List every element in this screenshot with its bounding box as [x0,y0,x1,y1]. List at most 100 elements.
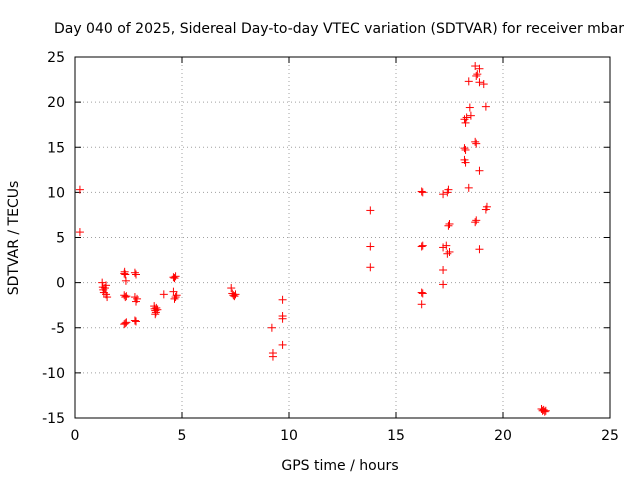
data-point [120,291,129,300]
data-point [172,291,181,300]
data-point [418,188,427,197]
data-point [472,216,481,225]
data-point [439,280,448,289]
data-point [475,245,484,254]
data-point [151,310,160,319]
data-point [417,288,426,297]
data-point [130,293,139,302]
data-point [230,292,239,301]
data-point [169,273,178,282]
data-point [475,78,484,87]
data-point [268,352,277,361]
data-point [443,249,452,258]
y-tick-label: 0 [56,276,65,292]
data-point [417,242,426,251]
data-point [460,144,469,153]
data-point [482,202,491,211]
data-point [130,268,139,277]
data-point [153,305,162,314]
data-point [417,187,426,196]
y-tick-label: -15 [42,411,65,427]
data-point [479,80,488,89]
data-point [473,70,482,79]
data-point [465,103,474,112]
data-point [122,318,131,327]
data-point [131,317,140,326]
data-point [472,139,481,148]
data-point [121,270,130,279]
data-point [472,71,481,80]
data-point [466,111,475,120]
data-point [461,118,470,127]
grid-layer [75,57,610,418]
data-point [445,247,454,256]
data-point [481,102,490,111]
data-point [444,221,453,230]
data-point [461,145,470,154]
data-point [540,407,549,416]
data-point [439,265,448,274]
data-point [418,241,427,250]
data-point [171,272,180,281]
data-point [439,243,448,252]
y-axis-label: SDTVAR / TECUs [6,181,22,296]
data-point [461,158,470,167]
data-point [439,190,448,199]
data-point [475,64,484,73]
data-point [229,291,238,300]
data-point [75,228,84,237]
data-point [464,183,473,192]
data-point [417,300,426,309]
data-point [442,241,451,250]
data-point [170,274,179,283]
point-layer [75,62,550,416]
data-point [471,218,480,227]
data-point [133,294,142,303]
data-point [130,316,139,325]
data-point [102,281,111,290]
data-point [121,319,130,328]
data-point [169,287,178,296]
y-tick-label: 10 [47,185,65,201]
data-point [278,314,287,323]
chart-title: Day 040 of 2025, Sidereal Day-to-day VTE… [54,21,624,37]
x-tick-label: 15 [387,428,405,444]
data-point [120,320,129,329]
y-tick-label: -5 [51,321,65,337]
x-tick-label: 0 [71,428,80,444]
x-tick-label: 10 [280,428,298,444]
x-tick-label: 25 [601,428,619,444]
data-point [464,77,473,86]
data-point [99,288,108,297]
y-tick-label: 5 [56,231,65,247]
data-point [366,242,375,251]
y-tick-label: -10 [42,366,65,382]
x-tick-label: 20 [494,428,512,444]
data-point [445,219,454,228]
data-point [171,293,180,302]
y-tick-label: 20 [47,95,65,111]
data-point [121,276,130,285]
data-point [75,185,84,194]
y-tick-label: 15 [47,140,65,156]
data-point [131,270,140,279]
data-point [444,185,453,194]
data-point [103,293,112,302]
data-point [539,405,548,414]
data-point [475,166,484,175]
data-point [471,137,480,146]
data-point [278,340,287,349]
data-point [462,113,471,122]
data-point [231,290,240,299]
tick-layer: 0 5 10 15 20 25 -15 -10 -5 0 5 10 15 20 25 [42,50,619,444]
x-tick-label: 5 [178,428,187,444]
data-point [418,289,427,298]
data-point [366,206,375,215]
data-point [541,406,550,415]
data-point [366,263,375,272]
data-point [152,303,161,312]
data-point [122,292,131,301]
data-point [471,62,480,71]
